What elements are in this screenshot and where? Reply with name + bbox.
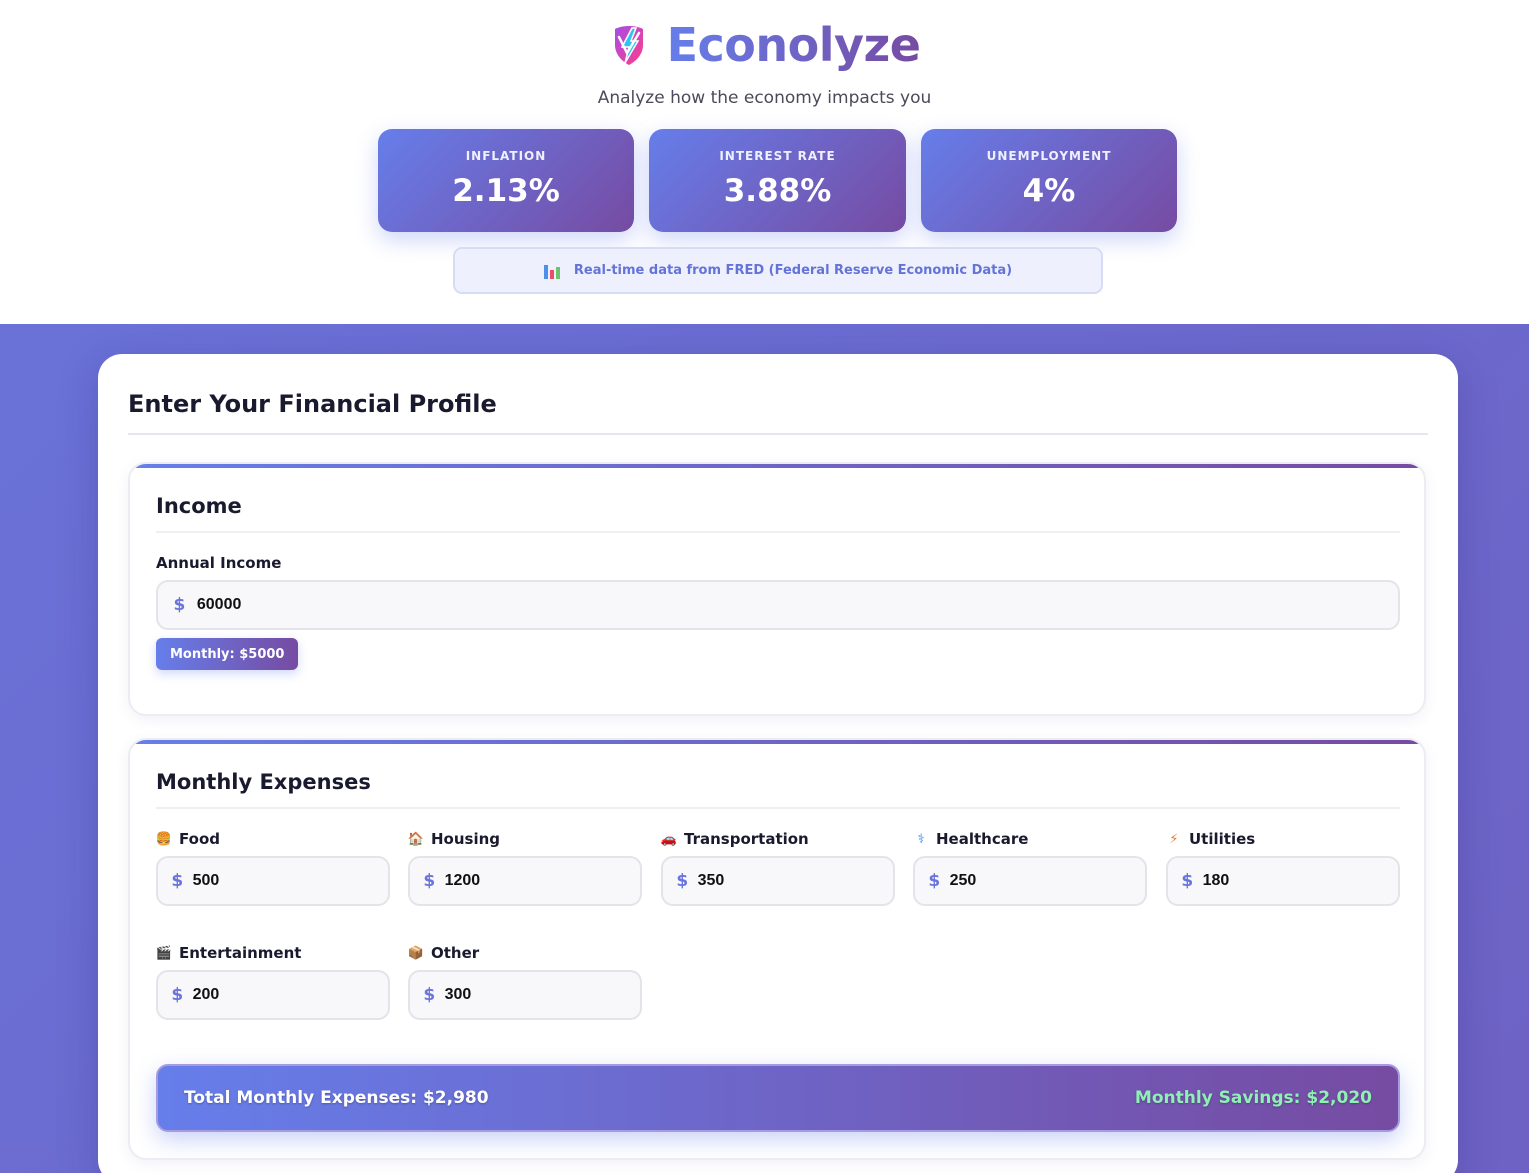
dollar-sign-icon: $	[171, 985, 184, 1005]
expense-label-text: Healthcare	[936, 830, 1029, 848]
lightning-icon: ⚡	[1169, 831, 1179, 847]
stat-value: 2.13%	[452, 173, 560, 209]
brand: Econolyze	[0, 18, 1529, 72]
dollar-sign-icon: $	[423, 985, 436, 1005]
other-input[interactable]	[444, 986, 640, 1004]
expense-field-utilities[interactable]: $	[1166, 856, 1400, 906]
transportation-input[interactable]	[697, 872, 893, 890]
expense-field-healthcare[interactable]: $	[913, 856, 1147, 906]
car-icon: 🚗	[660, 831, 678, 847]
dollar-sign-icon: $	[1181, 871, 1194, 891]
expense-label-healthcare: ⚕ Healthcare	[913, 830, 1028, 848]
source-note-text: Real-time data from FRED (Federal Reserv…	[573, 263, 1013, 278]
stat-label: UNEMPLOYMENT	[986, 149, 1112, 163]
dollar-sign-icon: $	[423, 871, 436, 891]
bar-chart-icon	[543, 263, 562, 279]
stat-value: 3.88%	[723, 173, 832, 209]
divider	[128, 433, 1428, 435]
annual-income-label-text: Annual Income	[156, 554, 282, 572]
monthly-income-badge: Monthly: $5000	[156, 638, 299, 670]
entertainment-input[interactable]	[192, 986, 388, 1004]
expense-label-utilities: ⚡ Utilities	[1166, 830, 1255, 848]
house-icon: 🏠	[407, 831, 425, 847]
clapperboard-icon: 🎬	[155, 945, 173, 961]
expense-label-transportation: 🚗 Transportation	[661, 830, 809, 848]
expense-field-other[interactable]: $	[408, 970, 642, 1020]
expense-label-entertainment: 🎬 Entertainment	[155, 944, 302, 962]
expense-label-food: 🍔 Food	[156, 830, 220, 848]
stat-value: 4%	[1022, 173, 1076, 209]
expenses-section: Monthly Expenses 🍔 Food $ 🏠 Housing $ 🚗	[128, 738, 1426, 1160]
section-title-expenses: Monthly Expenses	[156, 770, 371, 794]
stat-label: INTEREST RATE	[719, 149, 836, 163]
expense-label-text: Transportation	[684, 830, 809, 848]
dollar-sign-icon: $	[676, 871, 689, 891]
dollar-sign-icon: $	[928, 871, 941, 891]
expense-field-food[interactable]: $	[156, 856, 390, 906]
expense-label-text: Housing	[431, 830, 501, 848]
panel-title: Enter Your Financial Profile	[128, 390, 497, 418]
app-title: Econolyze	[666, 18, 921, 72]
burger-icon: 🍔	[155, 831, 173, 847]
lightning-shield-logo-icon	[614, 26, 643, 65]
app-header: Econolyze Analyze how the economy impact…	[0, 0, 1529, 324]
stat-card-interest-rate: INTEREST RATE 3.88%	[649, 129, 906, 232]
annual-income-label: Annual Income	[156, 554, 281, 572]
annual-income-field[interactable]: $	[156, 580, 1400, 630]
expense-label-other: 📦 Other	[408, 944, 479, 962]
total-monthly-expenses: Total Monthly Expenses: $2,980	[184, 1088, 489, 1108]
section-title-income: Income	[156, 494, 242, 518]
financial-profile-panel: Enter Your Financial Profile Income Annu…	[98, 354, 1458, 1173]
package-icon: 📦	[407, 945, 425, 961]
dollar-sign-icon: $	[173, 595, 186, 615]
food-input[interactable]	[192, 872, 388, 890]
divider	[156, 531, 1400, 533]
economic-stats: INFLATION 2.13% INTEREST RATE 3.88% UNEM…	[378, 129, 1177, 232]
housing-input[interactable]	[444, 872, 640, 890]
utilities-input[interactable]	[1202, 872, 1398, 890]
expense-label-housing: 🏠 Housing	[408, 830, 500, 848]
expense-label-text: Utilities	[1189, 830, 1256, 848]
expense-field-entertainment[interactable]: $	[156, 970, 390, 1020]
dollar-sign-icon: $	[171, 871, 184, 891]
healthcare-input[interactable]	[949, 872, 1145, 890]
expenses-summary-bar: Total Monthly Expenses: $2,980 Monthly S…	[156, 1064, 1400, 1132]
annual-income-input[interactable]	[196, 596, 1398, 614]
expense-field-housing[interactable]: $	[408, 856, 642, 906]
stat-card-unemployment: UNEMPLOYMENT 4%	[921, 129, 1177, 232]
stat-label: INFLATION	[465, 149, 547, 163]
data-source-note: Real-time data from FRED (Federal Reserv…	[453, 247, 1103, 294]
expense-label-text: Entertainment	[179, 944, 302, 962]
stat-card-inflation: INFLATION 2.13%	[378, 129, 634, 232]
divider	[156, 807, 1400, 809]
tagline: Analyze how the economy impacts you	[597, 88, 932, 108]
income-section: Income Annual Income $ Monthly: $5000	[128, 462, 1426, 716]
expense-field-transportation[interactable]: $	[661, 856, 895, 906]
main-area: Enter Your Financial Profile Income Annu…	[0, 324, 1529, 1173]
medical-icon: ⚕	[917, 831, 925, 847]
monthly-savings: Monthly Savings: $2,020	[1134, 1088, 1372, 1108]
expense-label-text: Food	[179, 830, 220, 848]
expense-label-text: Other	[431, 944, 480, 962]
